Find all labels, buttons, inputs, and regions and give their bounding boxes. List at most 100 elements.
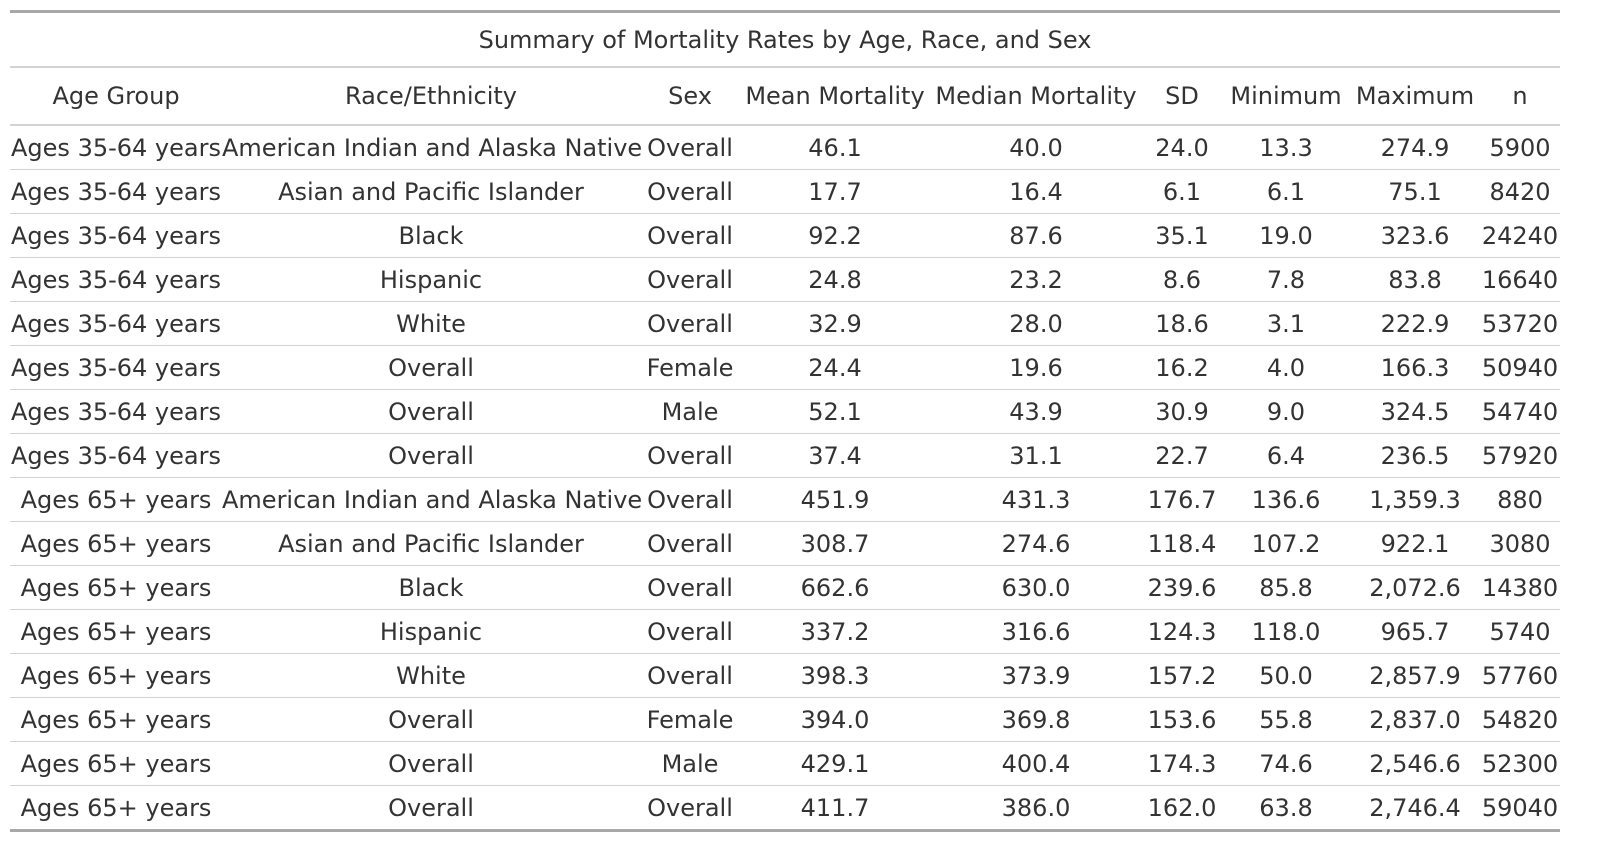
table-cell: White bbox=[222, 301, 640, 346]
table-cell: 8.6 bbox=[1142, 257, 1222, 302]
table-cell: 28.0 bbox=[930, 301, 1142, 346]
table-cell: 37.4 bbox=[740, 433, 930, 478]
table-cell: Male bbox=[640, 389, 740, 434]
table-cell: 24240 bbox=[1480, 213, 1561, 258]
table-cell: 6.4 bbox=[1222, 433, 1350, 478]
table-cell: Overall bbox=[640, 609, 740, 654]
table-cell: 157.2 bbox=[1142, 653, 1222, 698]
table-cell: 16.4 bbox=[930, 169, 1142, 214]
table-body: Ages 35-64 years American Indian and Alas… bbox=[10, 125, 1561, 832]
table-cell: Overall bbox=[640, 125, 740, 170]
table-row: Ages 35-64 years Overall Female 24.4 19.6 16.… bbox=[10, 345, 1561, 390]
table-row: Ages 65+ years Overall Overall 411.7 386.0 16… bbox=[10, 785, 1561, 832]
table-cell: 52300 bbox=[1480, 741, 1561, 786]
table-cell: Overall bbox=[222, 741, 640, 786]
table-cell: Asian and Pacific Islander bbox=[222, 521, 640, 566]
table-cell: 411.7 bbox=[740, 785, 930, 832]
table-cell: 16.2 bbox=[1142, 345, 1222, 390]
table-cell: Overall bbox=[640, 257, 740, 302]
table-cell: 398.3 bbox=[740, 653, 930, 698]
table-cell: 451.9 bbox=[740, 477, 930, 522]
table-cell: 124.3 bbox=[1142, 609, 1222, 654]
table-cell: 274.6 bbox=[930, 521, 1142, 566]
column-header: Sex bbox=[640, 67, 740, 126]
table-cell: 46.1 bbox=[740, 125, 930, 170]
table-cell: 6.1 bbox=[1222, 169, 1350, 214]
table-cell: 24.4 bbox=[740, 345, 930, 390]
table-cell: 54820 bbox=[1480, 697, 1561, 742]
table-row: Ages 35-64 years American Indian and Alas… bbox=[10, 125, 1561, 170]
table-cell: 87.6 bbox=[930, 213, 1142, 258]
table-cell: 17.7 bbox=[740, 169, 930, 214]
table-cell: Ages 65+ years bbox=[10, 609, 222, 654]
table-cell: Ages 65+ years bbox=[10, 565, 222, 610]
table-row: Ages 35-64 years White Overall 32.9 28.0 18.6… bbox=[10, 301, 1561, 346]
table-cell: 75.1 bbox=[1350, 169, 1480, 214]
table-cell: Ages 35-64 years bbox=[10, 301, 222, 346]
table-cell: 118.0 bbox=[1222, 609, 1350, 654]
table-cell: Ages 65+ years bbox=[10, 521, 222, 566]
table-cell: Overall bbox=[640, 785, 740, 832]
table-cell: Ages 65+ years bbox=[10, 477, 222, 522]
table-cell: 14380 bbox=[1480, 565, 1561, 610]
table-cell: 92.2 bbox=[740, 213, 930, 258]
table-cell: 5900 bbox=[1480, 125, 1561, 170]
table-cell: Hispanic bbox=[222, 609, 640, 654]
table-cell: 30.9 bbox=[1142, 389, 1222, 434]
table-cell: Overall bbox=[222, 785, 640, 832]
table-cell: 3080 bbox=[1480, 521, 1561, 566]
table-cell: 373.9 bbox=[930, 653, 1142, 698]
table-cell: Overall bbox=[640, 521, 740, 566]
table-row: Ages 35-64 years Overall Overall 37.4 31.1 22… bbox=[10, 433, 1561, 478]
table-cell: 1,359.3 bbox=[1350, 477, 1480, 522]
table-cell: 43.9 bbox=[930, 389, 1142, 434]
table-title-row: Summary of Mortality Rates by Age, Race,… bbox=[10, 10, 1561, 68]
table-cell: Female bbox=[640, 697, 740, 742]
table-cell: 55.8 bbox=[1222, 697, 1350, 742]
table-cell: 2,546.6 bbox=[1350, 741, 1480, 786]
table-cell: 85.8 bbox=[1222, 565, 1350, 610]
table-cell: Ages 35-64 years bbox=[10, 213, 222, 258]
table-cell: Black bbox=[222, 213, 640, 258]
table-cell: Hispanic bbox=[222, 257, 640, 302]
table-cell: 337.2 bbox=[740, 609, 930, 654]
table-cell: 4.0 bbox=[1222, 345, 1350, 390]
table-row: Ages 35-64 years Asian and Pacific Island… bbox=[10, 169, 1561, 214]
table-cell: Ages 65+ years bbox=[10, 785, 222, 832]
table-cell: White bbox=[222, 653, 640, 698]
table-row: Ages 65+ years Black Overall 662.6 630.0 239.… bbox=[10, 565, 1561, 610]
table-cell: 57760 bbox=[1480, 653, 1561, 698]
column-header: Age Group bbox=[10, 67, 222, 126]
table-cell: 32.9 bbox=[740, 301, 930, 346]
table-cell: Overall bbox=[640, 213, 740, 258]
table-cell: 429.1 bbox=[740, 741, 930, 786]
table-cell: Ages 35-64 years bbox=[10, 433, 222, 478]
table-cell: 24.0 bbox=[1142, 125, 1222, 170]
table-cell: Male bbox=[640, 741, 740, 786]
table-cell: 153.6 bbox=[1142, 697, 1222, 742]
table-cell: Black bbox=[222, 565, 640, 610]
table-cell: 308.7 bbox=[740, 521, 930, 566]
table-cell: 174.3 bbox=[1142, 741, 1222, 786]
column-header: Race/Ethnicity bbox=[222, 67, 640, 126]
table-cell: 22.7 bbox=[1142, 433, 1222, 478]
summary-table-container: Summary of Mortality Rates by Age, Race,… bbox=[10, 10, 1561, 832]
column-header: SD bbox=[1142, 67, 1222, 126]
table-cell: Ages 35-64 years bbox=[10, 389, 222, 434]
table-cell: Ages 65+ years bbox=[10, 697, 222, 742]
table-cell: 239.6 bbox=[1142, 565, 1222, 610]
table-cell: 107.2 bbox=[1222, 521, 1350, 566]
table-cell: 16640 bbox=[1480, 257, 1561, 302]
table-cell: Overall bbox=[640, 301, 740, 346]
table-cell: 63.8 bbox=[1222, 785, 1350, 832]
table-cell: 431.3 bbox=[930, 477, 1142, 522]
table-cell: Ages 35-64 years bbox=[10, 257, 222, 302]
table-cell: Overall bbox=[640, 653, 740, 698]
table-cell: Overall bbox=[222, 389, 640, 434]
table-cell: 324.5 bbox=[1350, 389, 1480, 434]
table-cell: 630.0 bbox=[930, 565, 1142, 610]
table-cell: 274.9 bbox=[1350, 125, 1480, 170]
table-title: Summary of Mortality Rates by Age, Race,… bbox=[10, 10, 1561, 68]
table-cell: 386.0 bbox=[930, 785, 1142, 832]
table-cell: 2,837.0 bbox=[1350, 697, 1480, 742]
